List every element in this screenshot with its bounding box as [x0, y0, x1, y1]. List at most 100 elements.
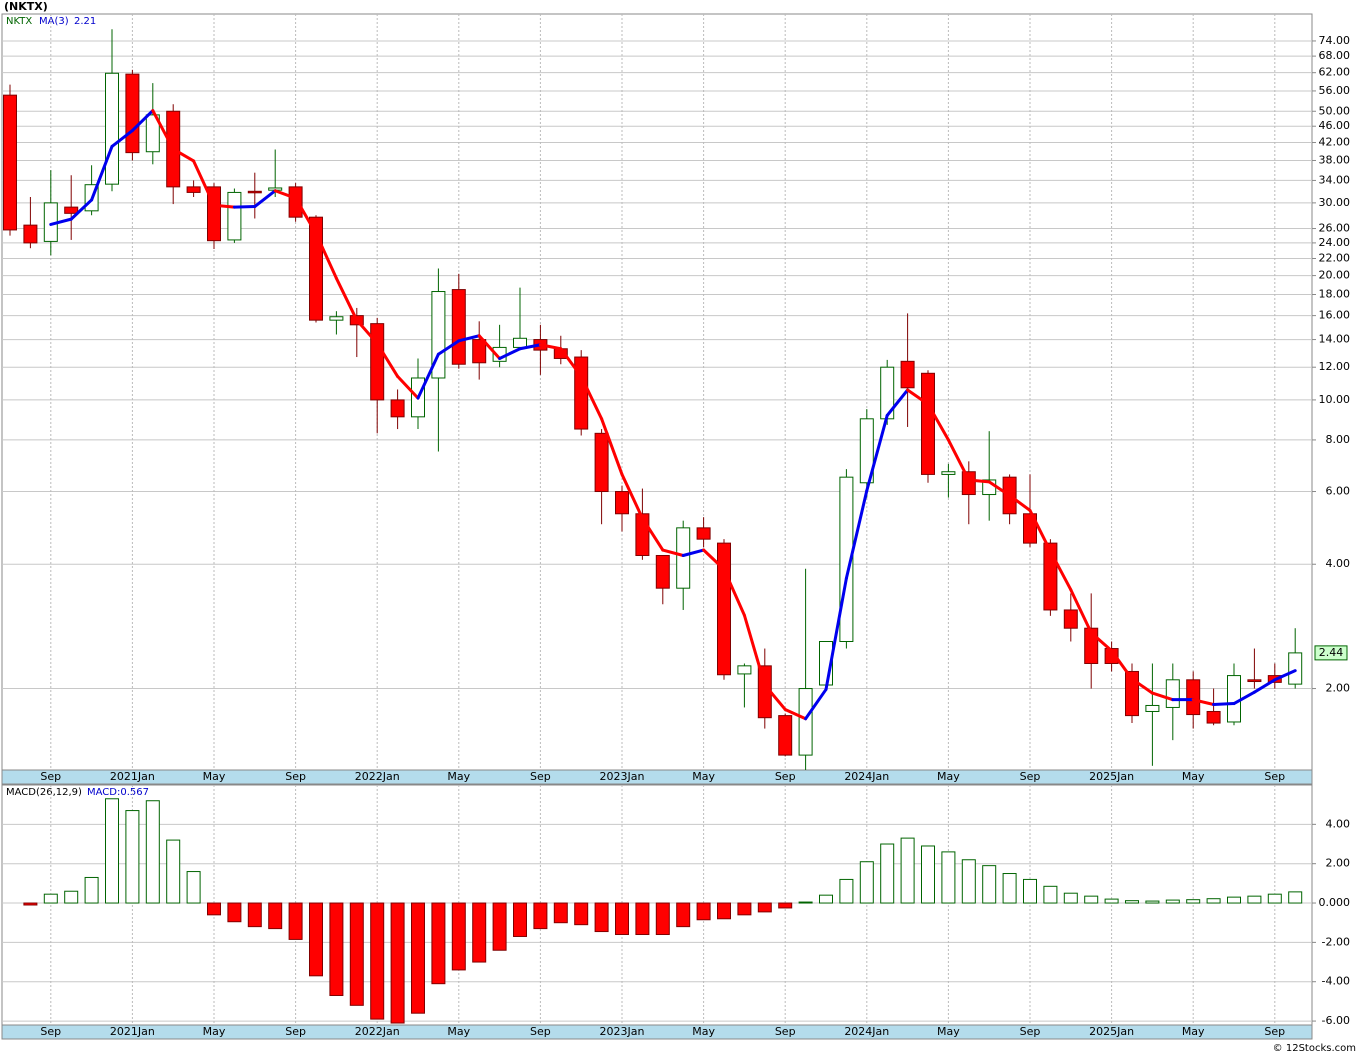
ma-segment	[294, 196, 318, 235]
macd-bar	[431, 902, 446, 985]
macd-bar	[268, 902, 283, 930]
macd-bar	[1084, 895, 1099, 904]
candle-body	[676, 527, 691, 589]
candle-body	[227, 191, 242, 241]
credit: © 12Stocks.com	[1273, 1043, 1356, 1054]
legend-macd: MACD(26,12,9)	[6, 787, 82, 798]
ma-segment	[232, 205, 257, 209]
ma-segment	[824, 576, 848, 691]
last-price-box	[1314, 645, 1348, 661]
y-tick-label: -4.00	[1322, 975, 1350, 988]
x-tick-label: 2024Jan	[844, 770, 889, 783]
ma-segment	[538, 343, 563, 351]
macd-bar	[574, 902, 589, 926]
last-price-label: 2.44	[1319, 646, 1344, 659]
candle-body	[23, 224, 38, 244]
y-tick-label: 12.00	[1319, 360, 1351, 373]
ma-segment	[314, 231, 338, 280]
macd-bar	[64, 890, 79, 904]
ma-segment	[1008, 493, 1032, 512]
ma-segment	[1130, 677, 1154, 695]
y-tick-label: 4.00	[1326, 817, 1351, 830]
ma-segment	[885, 388, 910, 417]
ma-segment	[742, 613, 767, 687]
y-tick-label: 14.00	[1319, 333, 1351, 346]
macd-bar	[737, 902, 752, 916]
candle-body	[717, 542, 731, 676]
macd-bar	[227, 902, 242, 923]
ma-segment	[661, 548, 685, 557]
candle-body	[451, 289, 466, 365]
macd-bar	[1125, 900, 1139, 904]
candle-body	[125, 73, 140, 154]
candle-body	[615, 491, 629, 515]
x-tick-label: 2025Jan	[1089, 1025, 1134, 1038]
macd-bar	[839, 878, 854, 904]
macd-bar	[1145, 900, 1160, 904]
x-tick-label: 2025Jan	[1089, 770, 1134, 783]
x-tick-label: Sep	[775, 1025, 796, 1038]
y-tick-label: 22.00	[1319, 252, 1351, 265]
x-tick-label: 2021Jan	[110, 770, 155, 783]
candle-body	[431, 291, 446, 379]
y-tick-label: 2.00	[1326, 857, 1351, 870]
ma-segment	[49, 217, 73, 226]
ma-segment	[702, 548, 726, 571]
ma-segment	[171, 147, 196, 163]
ma-segment	[375, 341, 400, 378]
y-tick-label: 50.00	[1319, 104, 1351, 117]
ma-segment	[518, 343, 542, 351]
x-axis-strip	[1, 769, 1313, 785]
candle-body	[370, 323, 385, 401]
x-tick-label: 2024Jan	[844, 1025, 889, 1038]
candle-body	[1206, 710, 1221, 724]
ma-segment	[620, 472, 644, 520]
macd-bar	[1165, 899, 1180, 904]
x-tick-label: Sep	[1020, 770, 1041, 783]
ma-segment	[1150, 691, 1175, 702]
y-tick-label: 30.00	[1319, 196, 1351, 209]
x-tick-label: Sep	[285, 1025, 306, 1038]
candle-body	[941, 471, 956, 475]
macd-bar	[186, 871, 201, 904]
ma-segment	[946, 438, 971, 482]
macd-bar	[798, 901, 813, 904]
ma-segment	[763, 683, 787, 711]
macd-bar	[1247, 895, 1262, 904]
y-tick-label: 16.00	[1319, 309, 1351, 322]
y-tick-label: -6.00	[1322, 1014, 1350, 1027]
macd-bar	[941, 851, 956, 904]
candle-body	[696, 527, 711, 540]
ma-segment	[1069, 588, 1093, 635]
macd-bar	[1063, 892, 1078, 904]
ma-segment	[1212, 702, 1236, 706]
ma-segment	[783, 707, 808, 721]
ma-segment	[1232, 690, 1256, 706]
x-tick-label: May	[447, 1025, 470, 1038]
x-tick-label: Sep	[40, 1025, 61, 1038]
x-tick-label: May	[692, 1025, 715, 1038]
legend-ma-value: 2.21	[74, 16, 96, 27]
ma-segment	[457, 334, 481, 343]
x-tick-label: May	[1182, 770, 1205, 783]
macd-bar	[247, 902, 262, 928]
candle-body	[1104, 648, 1119, 664]
x-tick-label: 2022Jan	[355, 1025, 400, 1038]
macd-bar	[880, 843, 895, 904]
candle-body	[798, 688, 813, 756]
macd-bar	[411, 902, 425, 1014]
x-tick-label: Sep	[530, 770, 551, 783]
y-tick-label: 4.00	[1326, 557, 1351, 570]
ma-segment	[1028, 508, 1052, 553]
candle-body	[1288, 652, 1303, 685]
legend-macd-value: MACD:0.567	[87, 787, 149, 798]
macd-bar	[615, 902, 629, 936]
macd-bar	[451, 902, 466, 971]
candle-body	[655, 554, 670, 589]
candle-body	[921, 372, 935, 475]
macd-bar	[43, 893, 58, 904]
x-tick-label: May	[937, 1025, 960, 1038]
ma-segment	[1273, 669, 1297, 682]
y-tick-label: 62.00	[1319, 66, 1351, 79]
